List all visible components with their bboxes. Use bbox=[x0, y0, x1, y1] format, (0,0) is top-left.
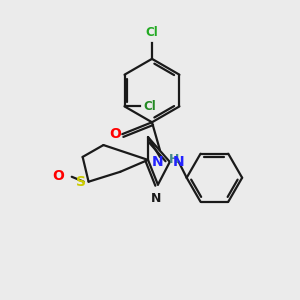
Text: Cl: Cl bbox=[143, 100, 156, 113]
Text: N: N bbox=[152, 155, 164, 169]
Text: Cl: Cl bbox=[146, 26, 158, 39]
Text: N: N bbox=[173, 155, 184, 169]
Text: O: O bbox=[110, 127, 121, 141]
Text: O: O bbox=[52, 169, 64, 183]
Text: S: S bbox=[76, 175, 85, 189]
Text: H: H bbox=[169, 153, 179, 166]
Text: N: N bbox=[151, 192, 161, 205]
